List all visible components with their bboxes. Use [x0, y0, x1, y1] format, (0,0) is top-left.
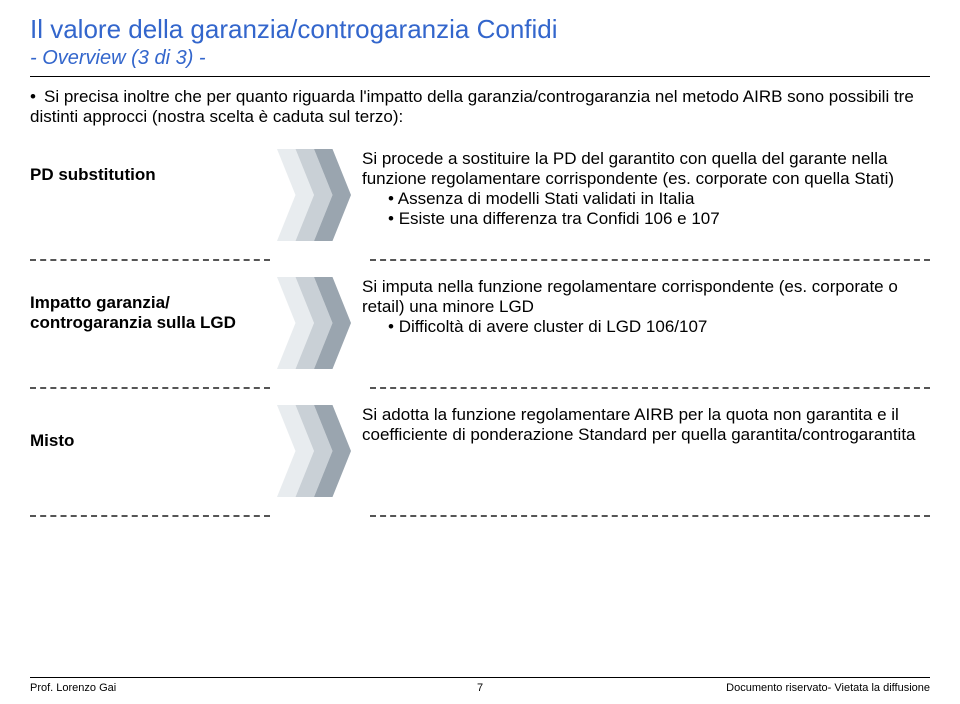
row-label: PD substitution	[30, 145, 270, 185]
row-bullets: Assenza di modelli Stati validati in Ita…	[362, 189, 930, 229]
bullet-item: Difficoltà di avere cluster di LGD 106/1…	[388, 317, 930, 337]
footer-disclaimer: Documento riservato- Vietata la diffusio…	[726, 682, 930, 694]
row-lead-text: Si imputa nella funzione regolamentare c…	[362, 277, 898, 316]
page-subtitle: - Overview (3 di 3) -	[30, 47, 930, 70]
row-label: Misto	[30, 401, 270, 451]
footer-author: Prof. Lorenzo Gai	[30, 682, 116, 694]
row-body: Si procede a sostituire la PD del garant…	[358, 145, 930, 235]
content-area: PD substitution Si procede a sostituire …	[0, 127, 960, 517]
bullet-item: Assenza di modelli Stati validati in Ita…	[388, 189, 930, 209]
arrow-icon	[270, 401, 358, 497]
row-divider	[30, 253, 930, 261]
row-lead-text: Si adotta la funzione regolamentare AIRB…	[362, 405, 916, 444]
arrow-icon	[270, 273, 358, 369]
footer: Prof. Lorenzo Gai 7 Documento riservato-…	[0, 677, 960, 694]
row-lead-text: Si procede a sostituire la PD del garant…	[362, 149, 894, 188]
page-title: Il valore della garanzia/controgaranzia …	[30, 14, 930, 45]
row-body: Si imputa nella funzione regolamentare c…	[358, 273, 930, 343]
intro-paragraph: •Si precisa inoltre che per quanto rigua…	[0, 77, 960, 127]
footer-page-number: 7	[477, 682, 483, 694]
arrow-icon	[270, 145, 358, 241]
row-impatto-lgd: Impatto garanzia/ controgaranzia sulla L…	[30, 273, 930, 369]
footer-divider	[30, 677, 930, 678]
row-label: Impatto garanzia/ controgaranzia sulla L…	[30, 273, 270, 333]
row-body: Si adotta la funzione regolamentare AIRB…	[358, 401, 930, 451]
bullet-item: Esiste una differenza tra Confidi 106 e …	[388, 209, 930, 229]
row-misto: Misto Si adotta la funzione regolamentar…	[30, 401, 930, 497]
row-bullets: Difficoltà di avere cluster di LGD 106/1…	[362, 317, 930, 337]
intro-text: Si precisa inoltre che per quanto riguar…	[30, 87, 914, 126]
row-divider	[30, 381, 930, 389]
row-pd-substitution: PD substitution Si procede a sostituire …	[30, 145, 930, 241]
row-divider	[30, 509, 930, 517]
